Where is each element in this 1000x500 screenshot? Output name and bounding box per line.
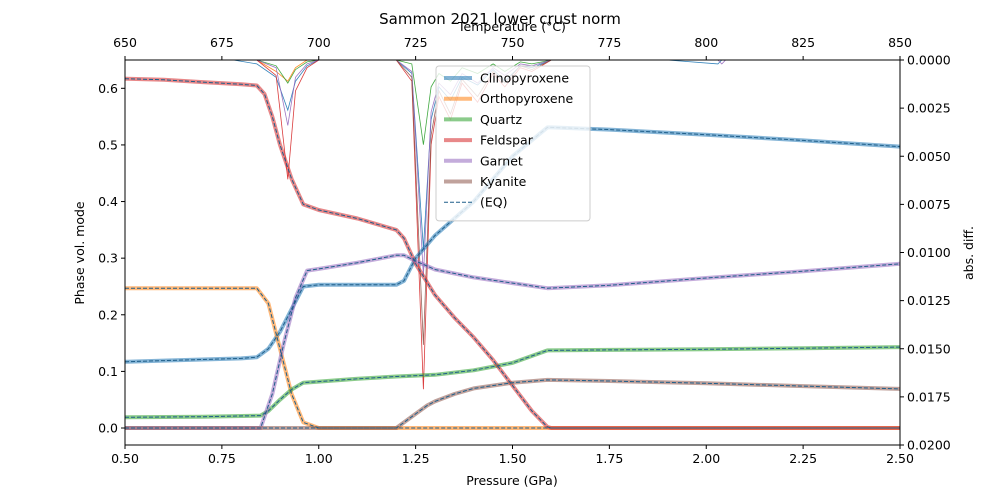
x-tick-label: 0.50 xyxy=(111,451,139,466)
x2-tick-label: 800 xyxy=(694,35,718,50)
abs-diff-line-3 xyxy=(125,59,900,145)
x2-axis-label: Temperature (°C) xyxy=(457,19,566,34)
legend-label-garnet: Garnet xyxy=(480,153,523,168)
legend-label-feldspar: Feldspar xyxy=(480,133,534,148)
legend-label-kyanite: Kyanite xyxy=(480,174,527,189)
y-tick-label: 0.6 xyxy=(98,81,118,96)
y2-tick-label: 0.0050 xyxy=(907,149,951,164)
x-tick-label: 1.50 xyxy=(499,451,527,466)
x2-tick-label: 775 xyxy=(597,35,621,50)
y-tick-label: 0.5 xyxy=(98,137,118,152)
y-tick-label: 0.1 xyxy=(98,364,118,379)
y2-tick-label: 0.0150 xyxy=(907,341,951,356)
y-tick-label: 0.2 xyxy=(98,307,118,322)
y2-axis-label: abs. diff. xyxy=(961,226,976,280)
y-axis-label: Phase vol. mode xyxy=(72,201,87,305)
y2-tick-label: 0.0075 xyxy=(907,197,951,212)
x-tick-label: 2.25 xyxy=(789,451,817,466)
x2-tick-label: 650 xyxy=(113,35,137,50)
y2-tick-label: 0.0000 xyxy=(907,53,951,68)
axes: 0.50 0.75 1.00 1.25 1.50 1.75 2.00 2.25 2.500.00… xyxy=(98,35,951,466)
x-tick-label: 0.75 xyxy=(208,451,236,466)
x-tick-label: 1.75 xyxy=(595,451,623,466)
y2-tick-label: 0.0100 xyxy=(907,245,951,260)
series-line-garnet xyxy=(125,253,901,430)
y2-tick-label: 0.0025 xyxy=(907,101,951,116)
x-tick-label: 2.00 xyxy=(692,451,720,466)
x2-tick-label: 825 xyxy=(791,35,815,50)
legend-box xyxy=(435,65,591,222)
x-tick-label: 1.00 xyxy=(305,451,333,466)
y2-tick-label: 0.0175 xyxy=(907,389,951,404)
legend: Clinopyroxene Orthopyroxene Quartz Feldspar… xyxy=(435,65,591,222)
chart-title: Sammon 2021 lower crust norm xyxy=(379,10,621,28)
legend-label-clinopyroxene: Clinopyroxene xyxy=(480,71,569,86)
eq-line-kyanite xyxy=(125,379,901,429)
legend-label-eq: (EQ) xyxy=(480,195,508,210)
eq-line-feldspar xyxy=(124,78,900,429)
y-tick-label: 0.0 xyxy=(98,421,118,436)
x2-tick-label: 850 xyxy=(888,35,912,50)
series-line-orthopyroxene xyxy=(125,286,900,430)
x2-tick-label: 675 xyxy=(210,35,234,50)
y2-tick-label: 0.0200 xyxy=(907,438,951,453)
eq-line-garnet xyxy=(125,254,901,429)
x-axis-label: Pressure (GPa) xyxy=(466,473,557,488)
legend-label-quartz: Quartz xyxy=(480,112,522,127)
legend-label-orthopyroxene: Orthopyroxene xyxy=(480,91,574,106)
x2-tick-label: 750 xyxy=(501,35,525,50)
y-tick-label: 0.4 xyxy=(98,194,118,209)
x-tick-label: 1.25 xyxy=(402,451,430,466)
x2-tick-label: 725 xyxy=(404,35,428,50)
x2-tick-label: 700 xyxy=(307,35,331,50)
x-tick-label: 2.50 xyxy=(886,451,914,466)
y-tick-label: 0.3 xyxy=(98,251,118,266)
y2-tick-label: 0.0125 xyxy=(907,293,951,308)
